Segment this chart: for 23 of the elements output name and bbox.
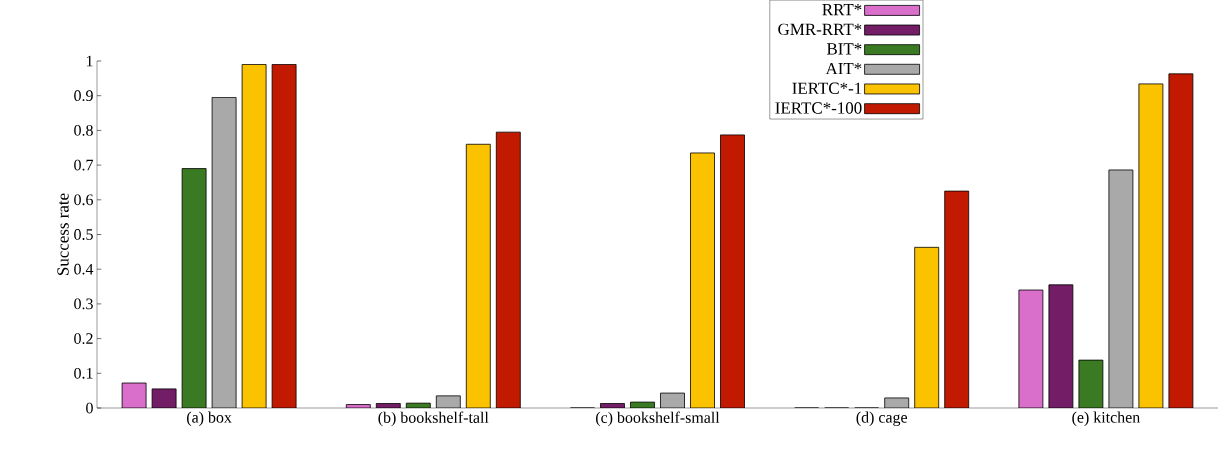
- x-tick-label: (c) bookshelf-small: [596, 411, 720, 427]
- x-tick-label: (a) box: [187, 411, 232, 426]
- legend-label: AIT*: [825, 62, 862, 75]
- x-tick-label: (d) cage: [856, 411, 908, 427]
- y-tick-label: 0.9: [74, 90, 93, 102]
- x-tick-label: (b) bookshelf-tall: [378, 411, 489, 427]
- legend-label: IERTC*-1: [792, 82, 862, 94]
- y-tick-label: 0.8: [74, 124, 93, 136]
- y-tick-label: 0.4: [74, 263, 94, 275]
- y-tick-label: 0.5: [74, 229, 93, 240]
- y-tick-label: 0: [86, 402, 93, 414]
- y-tick-label: 0.7: [74, 159, 94, 171]
- y-tick-label: 1: [86, 55, 93, 67]
- x-tick-label: (e) kitchen: [1072, 411, 1140, 426]
- y-axis-title: Success rate: [57, 193, 69, 275]
- y-tick-label: 0.2: [74, 333, 93, 345]
- y-tick-label: 0.3: [74, 298, 93, 310]
- y-tick-label: 0.1: [74, 367, 93, 379]
- legend-label: BIT*: [826, 43, 862, 55]
- legend-label: GMR-RRT*: [778, 23, 862, 36]
- y-tick-label: 0.6: [74, 194, 94, 206]
- legend-label: IERTC*-100: [775, 102, 862, 114]
- legend-label: RRT*: [822, 4, 862, 16]
